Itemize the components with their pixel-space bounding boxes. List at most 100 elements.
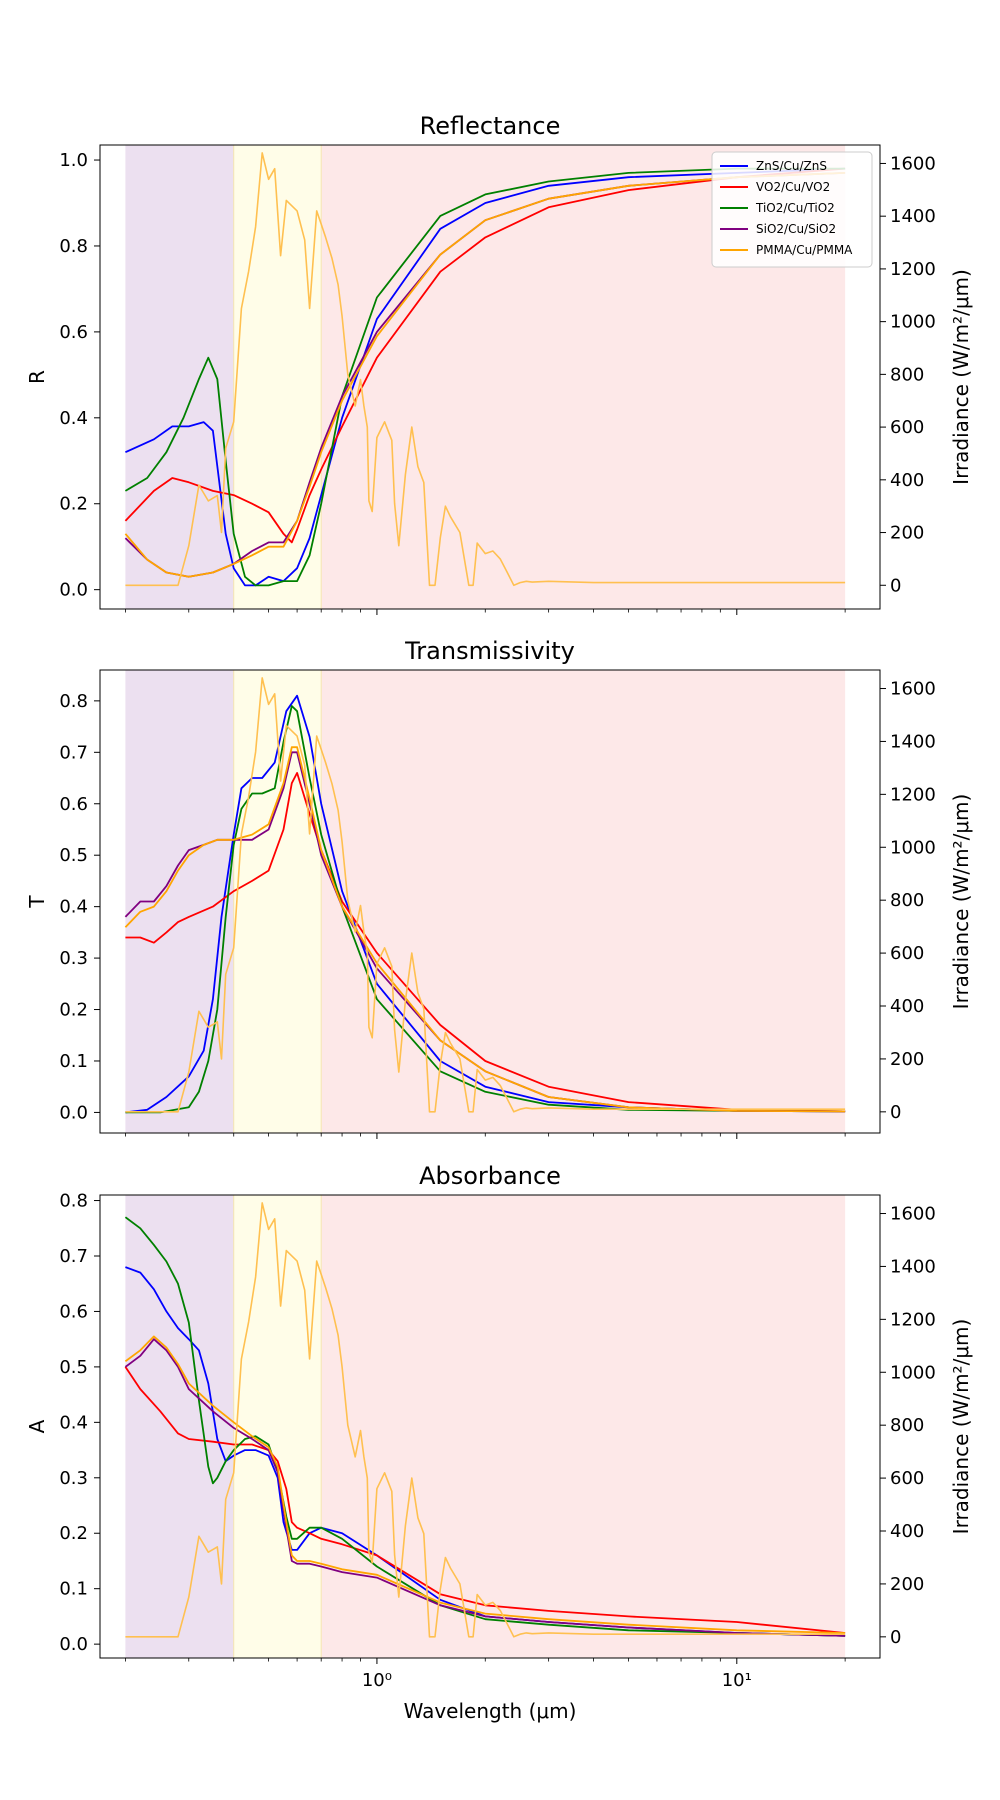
absorbance-frame <box>99 1194 881 1659</box>
reflectance-ytick-label: 0.6 <box>59 322 88 343</box>
absorbance-y2tick-label: 400 <box>890 1521 924 1542</box>
reflectance-ylabel: R <box>25 370 49 384</box>
absorbance-y2tick-label: 1200 <box>890 1309 936 1330</box>
legend-label: VO2/Cu/VO2 <box>756 180 830 194</box>
reflectance-title: Reflectance <box>420 112 561 140</box>
legend-label: PMMA/Cu/PMMA <box>756 243 853 257</box>
absorbance-y2tick-label: 1400 <box>890 1256 936 1277</box>
reflectance-ytick-label: 1.0 <box>59 150 88 171</box>
transmissivity-ytick-label: 0.4 <box>59 897 88 918</box>
reflectance-line-irradiance <box>125 152 846 587</box>
transmissivity-y2tick-label: 400 <box>890 996 924 1017</box>
transmissivity-ylabel: T <box>25 895 49 909</box>
reflectance-y2tick-label: 800 <box>890 364 924 385</box>
reflectance-ytick-label: 0.4 <box>59 408 88 429</box>
absorbance-ytick-label: 0.6 <box>59 1301 88 1322</box>
reflectance-frame <box>99 144 881 610</box>
transmissivity-panel: 0.0 0.1 0.2 0.3 0.4 0.5 0.6 0.7 0.8 0 200 400 600 800… <box>25 637 973 1139</box>
transmissivity-y2tick-label: 600 <box>890 943 924 964</box>
transmissivity-y2label: Irradiance (W/m²/μm) <box>949 794 973 1010</box>
transmissivity-y2tick-label: 1000 <box>890 837 936 858</box>
transmissivity-frame <box>99 669 881 1134</box>
reflectance-y2tick-label: 1000 <box>890 312 936 333</box>
transmissivity-line-irradiance <box>125 677 846 1113</box>
reflectance-plot-area <box>124 152 846 587</box>
legend: ZnS/Cu/ZnS VO2/Cu/VO2 TiO2/Cu/TiO2 SiO2/Cu/… <box>711 151 873 268</box>
absorbance-line-vo2-cu-vo2 <box>124 1366 846 1634</box>
reflectance-ytick-label: 0.8 <box>59 236 88 257</box>
transmissivity-y2tick-label: 0 <box>890 1102 901 1123</box>
transmissivity-line-pmma-cu-pmma <box>124 746 846 1113</box>
transmissivity-title: Transmissivity <box>404 637 575 665</box>
legend-label: ZnS/Cu/ZnS <box>756 159 827 173</box>
transmissivity-ytick-label: 0.6 <box>59 794 88 815</box>
absorbance-y2tick-label: 200 <box>890 1574 924 1595</box>
reflectance-y2tick-label: 1200 <box>890 259 936 280</box>
absorbance-ytick-label: 0.8 <box>59 1191 88 1212</box>
absorbance-ytick-label: 0.0 <box>59 1634 88 1655</box>
absorbance-ytick-label: 0.4 <box>59 1412 88 1433</box>
x-axis-label: Wavelength (μm) <box>404 1699 577 1723</box>
absorbance-ytick-label: 0.3 <box>59 1468 88 1489</box>
transmissivity-ytick-label: 0.7 <box>59 742 88 763</box>
absorbance-y2tick-label: 1600 <box>890 1204 936 1225</box>
reflectance-line-vo2-cu-vo2 <box>124 167 846 544</box>
transmissivity-ytick-label: 0.2 <box>59 1000 88 1021</box>
transmissivity-line-vo2-cu-vo2 <box>125 772 846 1113</box>
absorbance-y2tick-label: 600 <box>890 1468 924 1489</box>
absorbance-line-tio2-cu-tio2 <box>124 1216 846 1637</box>
reflectance-y2tick-label: 200 <box>890 523 924 544</box>
transmissivity-y2tick-label: 200 <box>890 1049 924 1070</box>
reflectance-y2tick-label: 0 <box>890 575 901 596</box>
reflectance-y2tick-label: 1400 <box>890 206 936 227</box>
absorbance-xtick-label: 10⁰ <box>362 1670 392 1691</box>
absorbance-panel: 0.0 0.1 0.2 0.3 0.4 0.5 0.6 0.7 0.8 0 200 400 600 800… <box>25 1162 973 1691</box>
absorbance-ytick-label: 0.7 <box>59 1246 88 1267</box>
legend-label: SiO2/Cu/SiO2 <box>756 222 836 236</box>
transmissivity-ytick-label: 0.3 <box>59 948 88 969</box>
absorbance-y2tick-label: 800 <box>890 1415 924 1436</box>
absorbance-plot-area <box>124 1202 846 1638</box>
absorbance-title: Absorbance <box>419 1162 561 1190</box>
absorbance-line-irradiance <box>125 1202 846 1638</box>
absorbance-y2tick-label: 0 <box>890 1627 901 1648</box>
reflectance-y2tick-label: 400 <box>890 470 924 491</box>
transmissivity-line-zns-cu-zns <box>125 694 846 1114</box>
legend-label: TiO2/Cu/TiO2 <box>755 201 835 215</box>
absorbance-y2tick-label: 1000 <box>890 1362 936 1383</box>
transmissivity-y2tick-label: 800 <box>890 890 924 911</box>
absorbance-y2label: Irradiance (W/m²/μm) <box>949 1319 973 1535</box>
reflectance-band-1 <box>233 145 322 609</box>
absorbance-band-0 <box>125 1195 234 1658</box>
transmissivity-ytick-label: 0.1 <box>59 1051 88 1072</box>
absorbance-xtick-label: 10¹ <box>722 1670 752 1691</box>
reflectance-ytick-label: 0.2 <box>59 494 88 515</box>
transmissivity-ytick-label: 0.5 <box>59 845 88 866</box>
reflectance-y2label: Irradiance (W/m²/μm) <box>949 269 973 485</box>
absorbance-line-pmma-cu-pmma <box>124 1335 846 1634</box>
absorbance-ylabel: A <box>25 1419 49 1433</box>
transmissivity-plot-area <box>124 677 846 1114</box>
reflectance-band-0 <box>125 145 234 609</box>
reflectance-y2tick-label: 1600 <box>890 153 936 174</box>
absorbance-ytick-label: 0.2 <box>59 1523 88 1544</box>
transmissivity-line-tio2-cu-tio2 <box>125 705 846 1114</box>
reflectance-y2tick-label: 600 <box>890 417 924 438</box>
reflectance-panel: 0.0 0.2 0.4 0.6 0.8 1.0 0 200 400 600 800 1000 1200 1… <box>25 112 973 615</box>
transmissivity-y2tick-label: 1600 <box>890 679 936 700</box>
absorbance-ytick-label: 0.1 <box>59 1579 88 1600</box>
transmissivity-band-2 <box>321 670 846 1133</box>
transmissivity-y2tick-label: 1200 <box>890 784 936 805</box>
absorbance-ytick-label: 0.5 <box>59 1357 88 1378</box>
absorbance-line-sio2-cu-sio2 <box>124 1338 846 1637</box>
absorbance-band-2 <box>321 1195 846 1658</box>
transmissivity-ytick-label: 0.0 <box>59 1102 88 1123</box>
legend-box <box>711 151 873 268</box>
absorbance-band-1 <box>233 1195 322 1658</box>
transmissivity-ytick-label: 0.8 <box>59 691 88 712</box>
reflectance-line-tio2-cu-tio2 <box>124 167 846 587</box>
reflectance-ytick-label: 0.0 <box>59 580 88 601</box>
reflectance-line-pmma-cu-pmma <box>124 172 846 578</box>
transmissivity-y2tick-label: 1400 <box>890 731 936 752</box>
